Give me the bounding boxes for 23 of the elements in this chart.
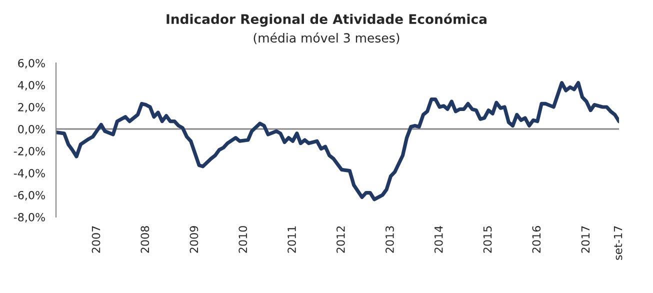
x-tick-label: 2009 [190, 226, 198, 253]
y-tick-label: 4,0% [18, 80, 45, 91]
x-tick-label: 2012 [336, 226, 345, 253]
chart-title: Indicador Regional de Atividade Económica [166, 13, 486, 27]
x-tick-label: 2011 [288, 226, 296, 253]
y-tick-label: 2,0% [18, 102, 45, 113]
y-tick-label: 0,0% [18, 124, 45, 135]
chart-subtitle: (média móvel 3 meses) [254, 32, 400, 44]
x-tick-label: 2010 [238, 226, 248, 253]
y-tick-label: 6,0% [18, 58, 45, 69]
x-tick-label: 2007 [92, 226, 100, 253]
x-tick-label: 2017 [581, 226, 590, 253]
x-tick-label: 2015 [483, 226, 492, 253]
y-tick-label: -6,0% [14, 190, 45, 201]
x-tick-label: 2013 [386, 226, 394, 253]
y-tick-label: -2,0% [14, 146, 45, 157]
x-tick-label: 2008 [140, 226, 150, 253]
y-tick-label: -4,0% [14, 168, 45, 179]
y-tick-label: -8,0% [14, 212, 45, 223]
x-tick-label: 2016 [532, 226, 541, 253]
line-series [56, 80, 619, 202]
x-tick-label: set-17 [614, 226, 622, 260]
x-tick-label: 2014 [434, 226, 443, 253]
